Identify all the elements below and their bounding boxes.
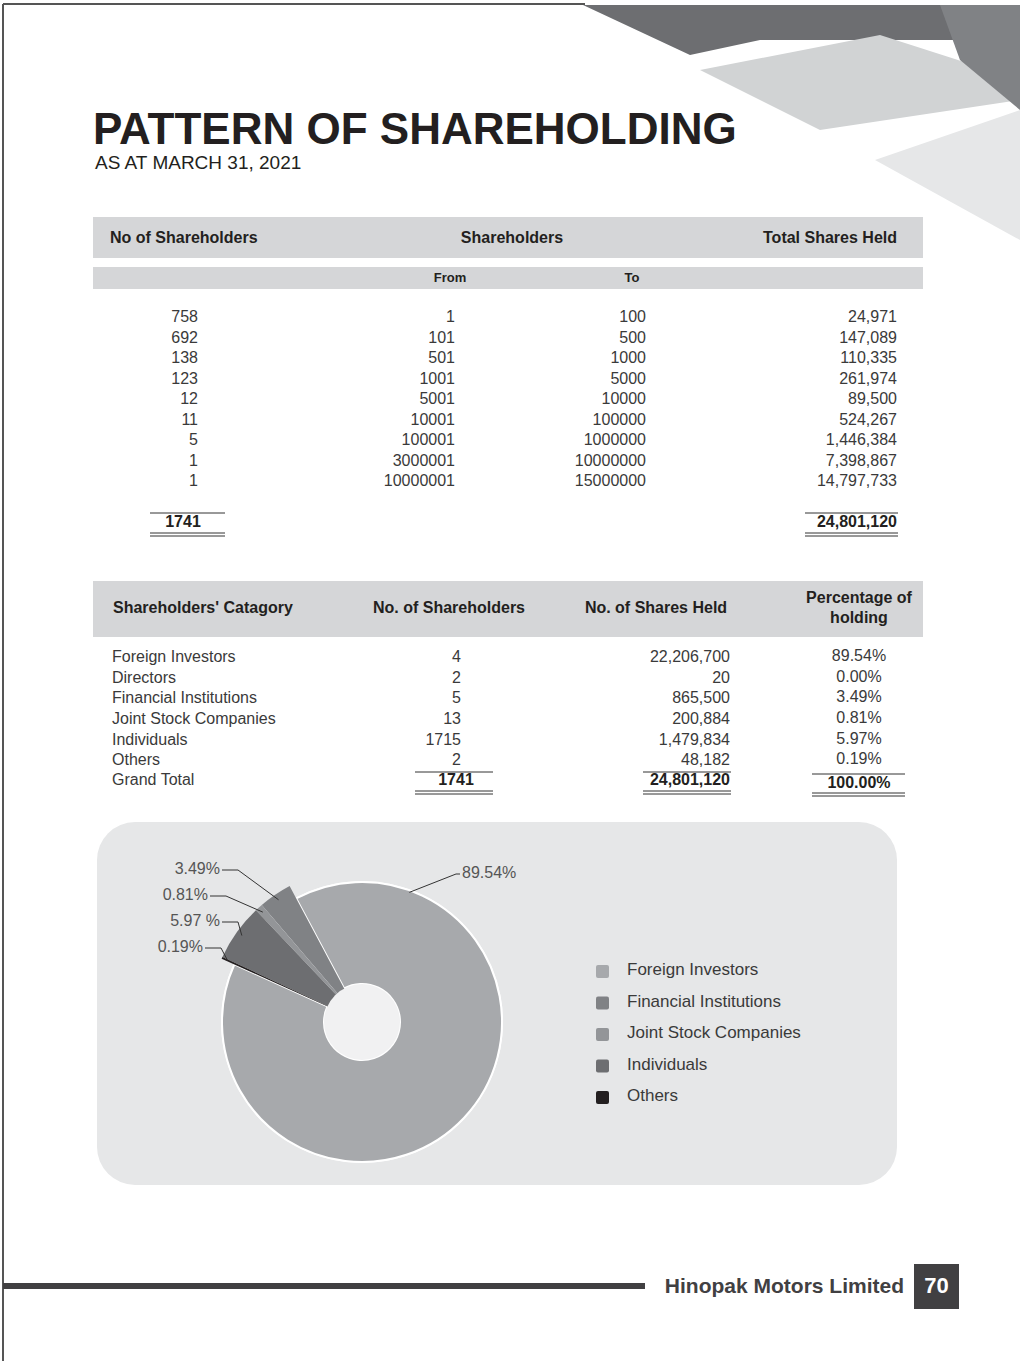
svg-text:14,797,733: 14,797,733: [817, 472, 897, 489]
svg-text:Foreign Investors: Foreign Investors: [627, 960, 758, 979]
svg-text:4: 4: [452, 648, 461, 665]
svg-text:1,446,384: 1,446,384: [826, 431, 897, 448]
svg-text:1741: 1741: [165, 513, 201, 530]
svg-text:200,884: 200,884: [672, 710, 730, 727]
svg-text:5001: 5001: [419, 390, 455, 407]
svg-text:13: 13: [443, 710, 461, 727]
svg-text:Financial Institutions: Financial Institutions: [112, 689, 257, 706]
svg-text:PATTERN OF SHAREHOLDING: PATTERN OF SHAREHOLDING: [93, 104, 737, 153]
svg-text:24,801,120: 24,801,120: [650, 771, 730, 788]
svg-text:2: 2: [452, 751, 461, 768]
svg-text:0.19%: 0.19%: [158, 938, 203, 955]
svg-text:1,479,834: 1,479,834: [659, 731, 730, 748]
svg-text:Hinopak Motors Limited: Hinopak Motors Limited: [665, 1274, 904, 1297]
svg-text:524,267: 524,267: [839, 411, 897, 428]
svg-text:1715: 1715: [425, 731, 461, 748]
svg-text:Individuals: Individuals: [627, 1055, 707, 1074]
svg-text:1: 1: [189, 472, 198, 489]
svg-text:Individuals: Individuals: [112, 731, 188, 748]
svg-text:10000: 10000: [602, 390, 647, 407]
svg-text:89.54%: 89.54%: [462, 864, 516, 881]
svg-text:Shareholders: Shareholders: [461, 229, 563, 246]
svg-text:1: 1: [446, 308, 455, 325]
svg-text:0.19%: 0.19%: [836, 750, 881, 767]
svg-text:123: 123: [171, 370, 198, 387]
svg-text:holding: holding: [830, 609, 888, 626]
svg-text:0.81%: 0.81%: [836, 709, 881, 726]
svg-text:1000: 1000: [610, 349, 646, 366]
svg-text:500: 500: [619, 329, 646, 346]
svg-text:24,971: 24,971: [848, 308, 897, 325]
svg-text:1001: 1001: [419, 370, 455, 387]
svg-text:100.00%: 100.00%: [827, 774, 890, 791]
svg-text:Joint Stock Companies: Joint Stock Companies: [112, 710, 276, 727]
svg-text:Others: Others: [112, 751, 160, 768]
svg-text:10000000: 10000000: [575, 452, 646, 469]
svg-text:5.97%: 5.97%: [836, 730, 881, 747]
svg-text:Joint Stock Companies: Joint Stock Companies: [627, 1023, 801, 1042]
svg-text:261,974: 261,974: [839, 370, 897, 387]
svg-text:110,335: 110,335: [840, 349, 897, 366]
svg-text:89.54%: 89.54%: [832, 647, 886, 664]
svg-text:3.49%: 3.49%: [836, 688, 881, 705]
svg-text:3.49%: 3.49%: [175, 860, 220, 877]
svg-text:5.97 %: 5.97 %: [170, 912, 220, 929]
svg-text:20: 20: [712, 669, 730, 686]
svg-text:48,182: 48,182: [681, 751, 730, 768]
svg-text:0.81%: 0.81%: [163, 886, 208, 903]
svg-text:865,500: 865,500: [672, 689, 730, 706]
svg-text:692: 692: [171, 329, 198, 346]
svg-text:Directors: Directors: [112, 669, 176, 686]
svg-text:From: From: [434, 270, 467, 285]
svg-text:3000001: 3000001: [393, 452, 455, 469]
svg-text:138: 138: [171, 349, 198, 366]
svg-text:Foreign Investors: Foreign Investors: [112, 648, 236, 665]
svg-text:5000: 5000: [610, 370, 646, 387]
svg-text:1: 1: [189, 452, 198, 469]
svg-text:100001: 100001: [402, 431, 455, 448]
svg-text:12: 12: [180, 390, 198, 407]
svg-text:Total Shares Held: Total Shares Held: [763, 229, 897, 246]
svg-text:Shareholders' Catagory: Shareholders' Catagory: [113, 599, 293, 616]
svg-text:0.00%: 0.00%: [836, 668, 881, 685]
svg-text:No. of Shareholders: No. of Shareholders: [373, 599, 525, 616]
svg-text:11: 11: [181, 411, 198, 428]
svg-text:Financial Institutions: Financial Institutions: [627, 992, 781, 1011]
svg-text:100000: 100000: [593, 411, 646, 428]
svg-text:15000000: 15000000: [575, 472, 646, 489]
svg-text:758: 758: [171, 308, 198, 325]
svg-text:2: 2: [452, 669, 461, 686]
svg-text:AS AT MARCH 31, 2021: AS AT MARCH 31, 2021: [95, 152, 301, 173]
svg-text:147,089: 147,089: [839, 329, 897, 346]
svg-text:5: 5: [452, 689, 461, 706]
svg-text:5: 5: [189, 431, 198, 448]
svg-text:100: 100: [619, 308, 646, 325]
svg-text:No of Shareholders: No of Shareholders: [110, 229, 258, 246]
svg-text:Others: Others: [627, 1086, 678, 1105]
svg-text:101: 101: [428, 329, 455, 346]
svg-text:89,500: 89,500: [848, 390, 897, 407]
svg-text:To: To: [625, 270, 640, 285]
svg-text:10001: 10001: [411, 411, 456, 428]
svg-text:No. of Shares Held: No. of Shares Held: [585, 599, 727, 616]
svg-text:Grand Total: Grand Total: [112, 771, 194, 788]
svg-text:22,206,700: 22,206,700: [650, 648, 730, 665]
svg-text:10000001: 10000001: [384, 472, 455, 489]
svg-text:1000000: 1000000: [584, 431, 646, 448]
svg-text:70: 70: [924, 1273, 948, 1298]
svg-text:Percentage of: Percentage of: [806, 589, 912, 606]
svg-text:1741: 1741: [438, 771, 474, 788]
svg-text:501: 501: [428, 349, 455, 366]
svg-text:7,398,867: 7,398,867: [826, 452, 897, 469]
svg-text:24,801,120: 24,801,120: [817, 513, 897, 530]
